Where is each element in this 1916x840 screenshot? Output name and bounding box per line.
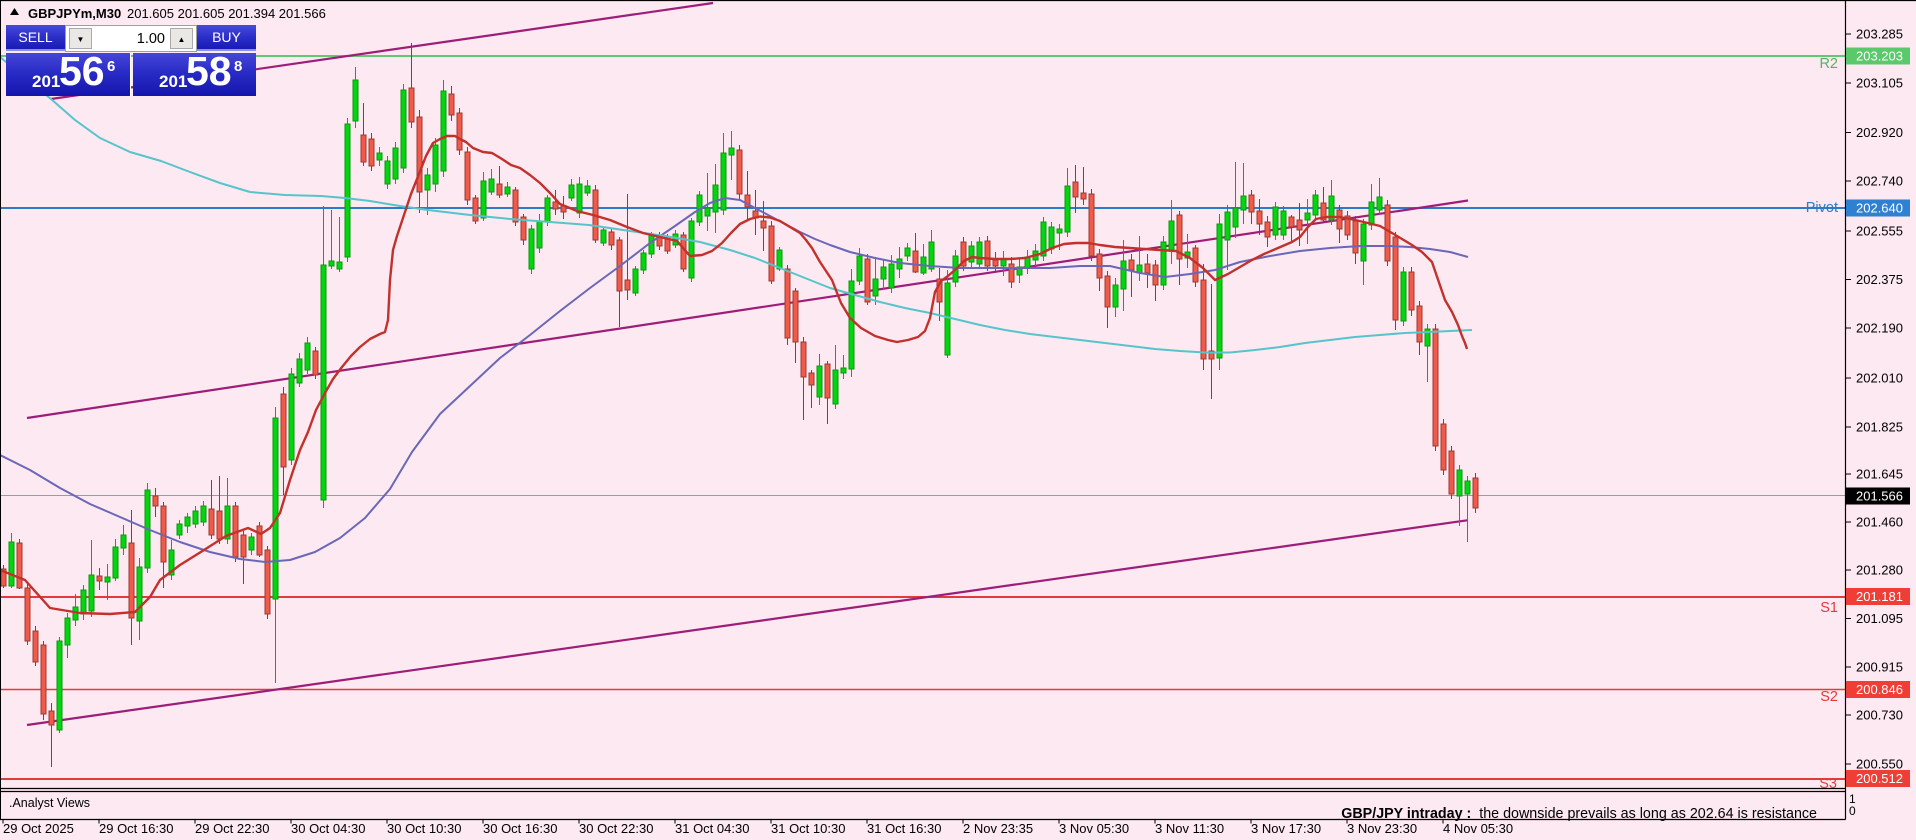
svg-text:201.095: 201.095 bbox=[1856, 611, 1903, 626]
svg-text:203.105: 203.105 bbox=[1856, 76, 1903, 91]
svg-text:3 Nov 11:30: 3 Nov 11:30 bbox=[1155, 821, 1224, 836]
svg-text:201.645: 201.645 bbox=[1856, 467, 1903, 482]
svg-text:201.280: 201.280 bbox=[1856, 563, 1903, 578]
svg-text:202.190: 202.190 bbox=[1856, 321, 1903, 336]
svg-text:201.460: 201.460 bbox=[1856, 515, 1903, 530]
svg-text:202.555: 202.555 bbox=[1856, 224, 1903, 239]
svg-text:29 Oct 16:30: 29 Oct 16:30 bbox=[99, 821, 173, 836]
svg-text:Pivot: Pivot bbox=[1806, 200, 1838, 216]
svg-text:31 Oct 10:30: 31 Oct 10:30 bbox=[771, 821, 845, 836]
svg-text:1: 1 bbox=[1849, 792, 1856, 806]
svg-text:201.825: 201.825 bbox=[1856, 420, 1903, 435]
svg-text:31 Oct 04:30: 31 Oct 04:30 bbox=[675, 821, 749, 836]
svg-text:.Analyst Views: .Analyst Views bbox=[9, 796, 90, 810]
svg-text:GBP/JPY intraday : the downsi: GBP/JPY intraday : the downside prevails… bbox=[1341, 806, 1817, 822]
svg-text:30 Oct 04:30: 30 Oct 04:30 bbox=[291, 821, 365, 836]
svg-text:3 Nov 05:30: 3 Nov 05:30 bbox=[1059, 821, 1129, 836]
svg-text:203.203: 203.203 bbox=[1856, 49, 1903, 64]
svg-text:GBPJPYm,M30: GBPJPYm,M30 bbox=[28, 6, 121, 21]
svg-text:200.512: 200.512 bbox=[1856, 771, 1903, 786]
svg-text:3 Nov 17:30: 3 Nov 17:30 bbox=[1251, 821, 1321, 836]
svg-text:201.605 201.605 201.394 201.56: 201.605 201.605 201.394 201.566 bbox=[127, 6, 326, 21]
svg-text:29 Oct 2025: 29 Oct 2025 bbox=[3, 821, 74, 836]
svg-text:S3: S3 bbox=[1819, 776, 1837, 792]
svg-text:30 Oct 22:30: 30 Oct 22:30 bbox=[579, 821, 653, 836]
svg-text:31 Oct 16:30: 31 Oct 16:30 bbox=[867, 821, 941, 836]
svg-text:200.550: 200.550 bbox=[1856, 757, 1903, 772]
svg-text:30 Oct 16:30: 30 Oct 16:30 bbox=[483, 821, 557, 836]
svg-text:30 Oct 10:30: 30 Oct 10:30 bbox=[387, 821, 461, 836]
svg-text:S2: S2 bbox=[1820, 689, 1838, 705]
svg-text:3 Nov 23:30: 3 Nov 23:30 bbox=[1347, 821, 1417, 836]
svg-text:202.010: 202.010 bbox=[1856, 371, 1903, 386]
svg-text:200.730: 200.730 bbox=[1856, 708, 1903, 723]
svg-text:200.915: 200.915 bbox=[1856, 660, 1903, 675]
svg-text:203.285: 203.285 bbox=[1856, 27, 1903, 42]
svg-text:202.740: 202.740 bbox=[1856, 174, 1903, 189]
svg-text:200.846: 200.846 bbox=[1856, 682, 1903, 697]
svg-text:S1: S1 bbox=[1820, 600, 1838, 616]
svg-text:R2: R2 bbox=[1819, 56, 1838, 72]
svg-text:202.375: 202.375 bbox=[1856, 272, 1903, 287]
svg-text:201.181: 201.181 bbox=[1856, 589, 1903, 604]
svg-text:202.920: 202.920 bbox=[1856, 125, 1903, 140]
svg-text:0: 0 bbox=[1849, 804, 1856, 818]
svg-text:29 Oct 22:30: 29 Oct 22:30 bbox=[195, 821, 269, 836]
svg-text:4 Nov 05:30: 4 Nov 05:30 bbox=[1443, 821, 1513, 836]
svg-text:201.566: 201.566 bbox=[1856, 489, 1903, 504]
svg-text:202.640: 202.640 bbox=[1856, 201, 1903, 216]
svg-text:2 Nov 23:35: 2 Nov 23:35 bbox=[963, 821, 1033, 836]
